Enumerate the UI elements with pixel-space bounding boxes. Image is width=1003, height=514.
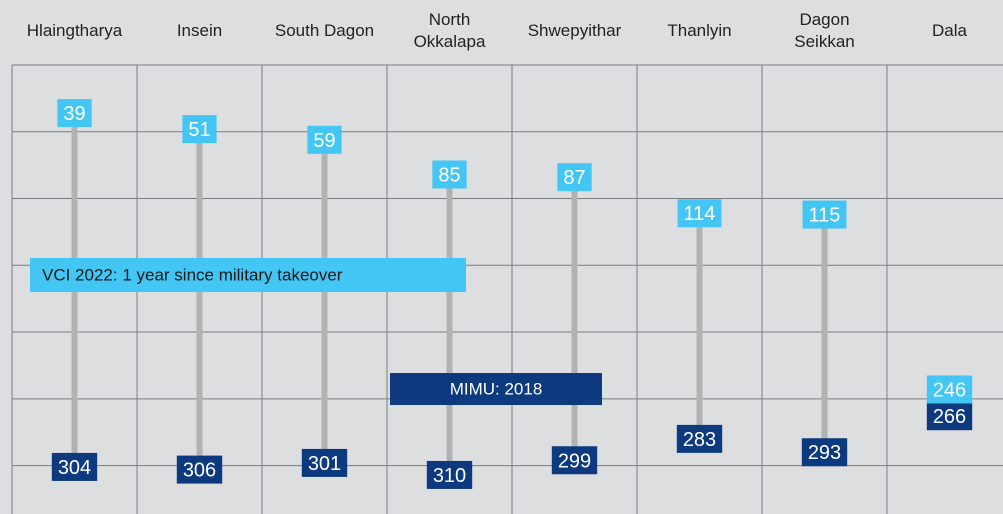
data-label: 266 bbox=[933, 406, 966, 428]
category-label: Dala bbox=[932, 21, 967, 40]
data-label: 85 bbox=[438, 165, 460, 187]
data-label: 59 bbox=[313, 130, 335, 152]
data-label-box bbox=[677, 199, 722, 228]
data-label: 301 bbox=[308, 453, 341, 475]
data-label-box bbox=[551, 446, 598, 475]
data-label-box bbox=[801, 438, 848, 467]
data-label-box bbox=[176, 455, 223, 484]
data-label-box bbox=[557, 163, 592, 192]
data-label-box bbox=[182, 115, 217, 144]
data-label: 293 bbox=[808, 442, 841, 464]
legend-box bbox=[30, 258, 466, 292]
data-label-box bbox=[301, 448, 348, 477]
data-label: 87 bbox=[563, 167, 585, 189]
category-label: Thanlyin bbox=[667, 21, 732, 40]
category-label: Dagon Seikkan bbox=[794, 10, 855, 51]
data-label: 114 bbox=[684, 203, 716, 225]
data-label-box bbox=[57, 99, 92, 128]
category-label: Hlaingtharya bbox=[26, 21, 123, 40]
data-label: 51 bbox=[188, 119, 210, 141]
legend-label: VCI 2022: 1 year since military takeover bbox=[42, 266, 343, 285]
data-label: 283 bbox=[683, 429, 716, 451]
data-label-box bbox=[676, 424, 723, 453]
legend-box bbox=[390, 373, 602, 405]
data-label: 306 bbox=[183, 460, 216, 482]
category-label: South Dagon bbox=[274, 21, 375, 40]
data-label-box bbox=[802, 200, 847, 229]
data-label-box bbox=[307, 125, 342, 154]
data-label: 39 bbox=[63, 103, 85, 125]
category-label: Insein bbox=[176, 21, 223, 40]
data-label-box bbox=[432, 160, 467, 189]
category-label: Shwepyithar bbox=[527, 21, 622, 40]
data-label: 299 bbox=[558, 450, 591, 472]
data-label-box bbox=[926, 402, 973, 431]
data-label: 310 bbox=[433, 465, 466, 487]
legend-label: MIMU: 2018 bbox=[450, 380, 543, 399]
data-label-box bbox=[51, 452, 98, 481]
data-label-box bbox=[926, 375, 973, 404]
data-label: 304 bbox=[58, 457, 91, 479]
data-label: 246 bbox=[933, 379, 966, 401]
category-label: North Okkalapa bbox=[413, 10, 486, 51]
data-label-box bbox=[426, 460, 473, 489]
data-label: 115 bbox=[809, 205, 841, 227]
